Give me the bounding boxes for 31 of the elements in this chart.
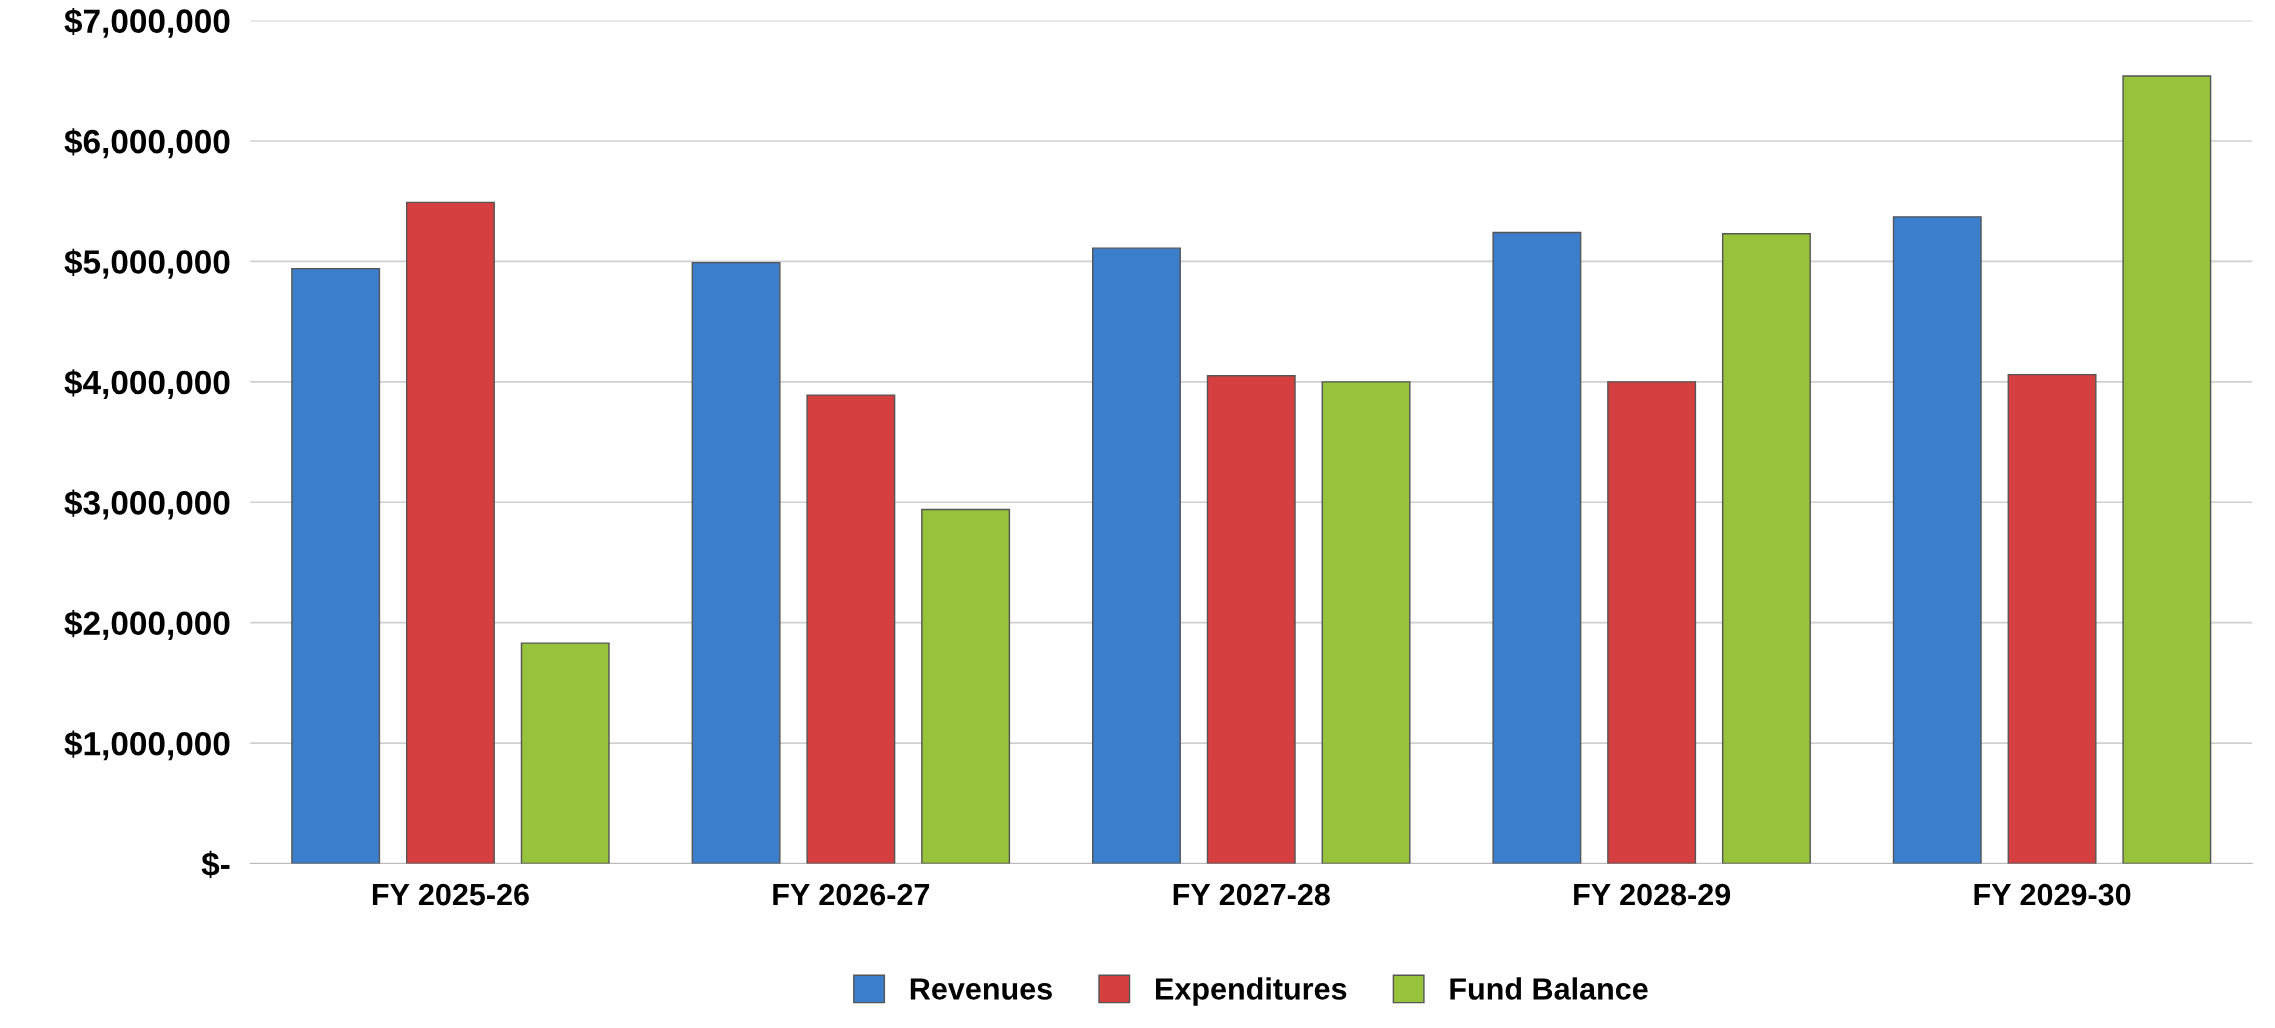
bar xyxy=(1206,375,1296,864)
bar xyxy=(1091,247,1181,864)
bar xyxy=(1492,231,1582,864)
bar xyxy=(1892,216,1982,864)
x-tick-label: FY 2026-27 xyxy=(773,883,930,906)
bar xyxy=(405,201,495,864)
x-tick-label: FY 2029-30 xyxy=(1974,883,2131,906)
bar xyxy=(806,394,896,864)
bar xyxy=(1721,233,1811,864)
bar xyxy=(2007,373,2097,864)
y-tick-label: $4,000,000 xyxy=(64,369,230,400)
x-tick-label: FY 2027-28 xyxy=(1173,883,1330,906)
y-tick-label: $5,000,000 xyxy=(64,248,230,279)
y-tick-label: $1,000,000 xyxy=(64,730,230,761)
bar xyxy=(520,642,610,864)
legend-label: Expenditures xyxy=(1156,977,1347,1006)
y-tick-label: $7,000,000 xyxy=(64,7,230,38)
legend-label: Revenues xyxy=(910,978,1052,1000)
bar xyxy=(691,261,781,864)
bar xyxy=(1607,381,1697,864)
y-tick-label: $2,000,000 xyxy=(64,610,230,640)
x-tick-label: FY 2028-29 xyxy=(1574,883,1731,906)
bar xyxy=(1321,381,1411,864)
bar xyxy=(2122,75,2212,864)
bar xyxy=(921,508,1011,864)
legend-label: Fund Balance xyxy=(1450,977,1648,1000)
bar xyxy=(291,267,381,864)
y-tick-label: $- xyxy=(201,850,230,879)
y-tick-label: $3,000,000 xyxy=(64,489,230,520)
y-tick-label: $6,000,000 xyxy=(64,128,230,159)
x-tick-label: FY 2025-26 xyxy=(372,883,529,906)
